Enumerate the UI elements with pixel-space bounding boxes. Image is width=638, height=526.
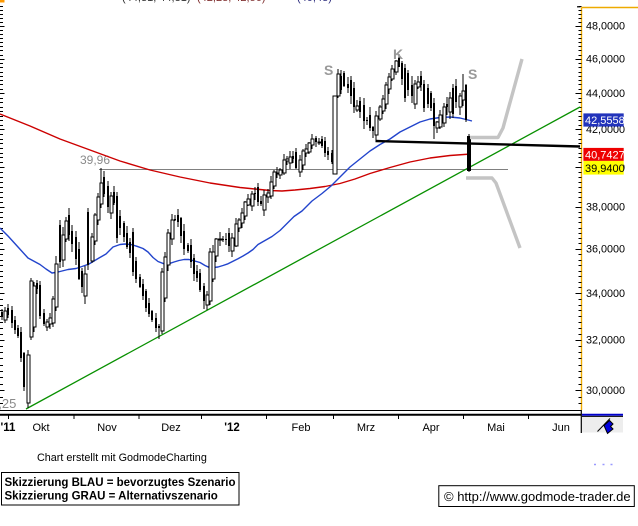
- svg-text:32,0000: 32,0000: [586, 335, 625, 347]
- svg-text:Feb: Feb: [292, 422, 311, 434]
- svg-text:'12: '12: [224, 422, 240, 434]
- svg-text:48,0000: 48,0000: [586, 21, 625, 33]
- svg-text:K: K: [393, 46, 403, 62]
- svg-text:(42,28, 42,56): (42,28, 42,56): [197, 0, 266, 4]
- svg-text:38,0000: 38,0000: [586, 202, 625, 214]
- svg-text:40,7427: 40,7427: [585, 149, 625, 161]
- svg-text:8,25: 8,25: [0, 396, 16, 411]
- svg-text:Mrz: Mrz: [357, 422, 375, 434]
- svg-text:39,9400: 39,9400: [585, 163, 625, 175]
- svg-text:© http://www.godmode-trader.de: © http://www.godmode-trader.de: [444, 489, 631, 504]
- svg-text:39,96: 39,96: [80, 153, 110, 167]
- svg-text:Jun: Jun: [552, 422, 570, 434]
- svg-text:36,0000: 36,0000: [586, 244, 625, 256]
- svg-text:Mai: Mai: [487, 422, 505, 434]
- svg-text:Chart erstellt mit GodmodeChar: Chart erstellt mit GodmodeCharting: [37, 452, 207, 464]
- svg-text:(44,31, 44,31): (44,31, 44,31): [122, 0, 191, 4]
- svg-text:44,0000: 44,0000: [586, 88, 625, 100]
- svg-text:S: S: [468, 66, 477, 82]
- svg-text:Okt: Okt: [32, 422, 49, 434]
- svg-text:Skizzierung GRAU = Alternativs: Skizzierung GRAU = Alternativszenario: [5, 491, 218, 503]
- svg-text:Dez: Dez: [161, 422, 181, 434]
- svg-text:42,0000: 42,0000: [586, 124, 625, 136]
- svg-text:34,0000: 34,0000: [586, 288, 625, 300]
- svg-text:'11: '11: [1, 422, 16, 434]
- svg-text:Nov: Nov: [97, 422, 117, 434]
- svg-text:Skizzierung BLAU = bevorzugtes: Skizzierung BLAU = bevorzugtes Szenario: [5, 477, 236, 489]
- svg-text:42,5558: 42,5558: [585, 115, 625, 127]
- svg-text:30,0000: 30,0000: [586, 385, 625, 397]
- svg-text:S: S: [324, 62, 333, 78]
- svg-text:46,0000: 46,0000: [586, 54, 625, 66]
- svg-text:(40,48): (40,48): [297, 0, 332, 4]
- svg-text:Apr: Apr: [422, 422, 439, 434]
